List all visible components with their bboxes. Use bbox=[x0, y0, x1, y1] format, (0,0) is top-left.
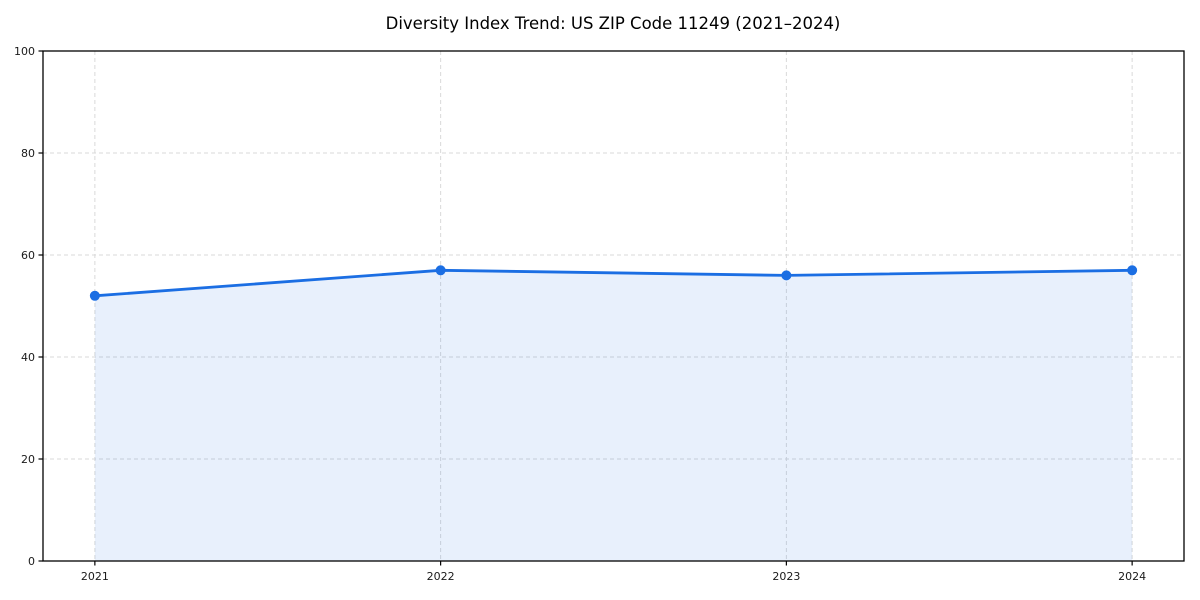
x-tick-label: 2023 bbox=[772, 570, 800, 583]
y-tick-label: 20 bbox=[21, 453, 35, 466]
x-tick-label: 2024 bbox=[1118, 570, 1146, 583]
y-tick-label: 80 bbox=[21, 147, 35, 160]
data-point-2022 bbox=[435, 265, 446, 276]
data-point-2024 bbox=[1127, 265, 1138, 276]
data-point-2021 bbox=[89, 290, 100, 301]
data-point-2023 bbox=[781, 270, 792, 281]
area-fill bbox=[94, 270, 1133, 561]
chart-title: Diversity Index Trend: US ZIP Code 11249… bbox=[386, 14, 841, 33]
trend-line bbox=[93, 268, 1134, 298]
series-layer bbox=[89, 265, 1138, 561]
x-tick-label: 2021 bbox=[81, 570, 109, 583]
axis-layer: 0 20 40 60 80 100 2021 2022 2023 2024 bbox=[14, 45, 1185, 583]
plot-border bbox=[42, 50, 1185, 562]
y-tick-label: 0 bbox=[28, 555, 35, 568]
x-tick-label: 2022 bbox=[427, 570, 455, 583]
y-tick-label: 40 bbox=[21, 351, 35, 364]
grid-layer bbox=[43, 51, 1184, 561]
y-tick-label: 100 bbox=[14, 45, 35, 58]
y-tick-label: 60 bbox=[21, 249, 35, 262]
